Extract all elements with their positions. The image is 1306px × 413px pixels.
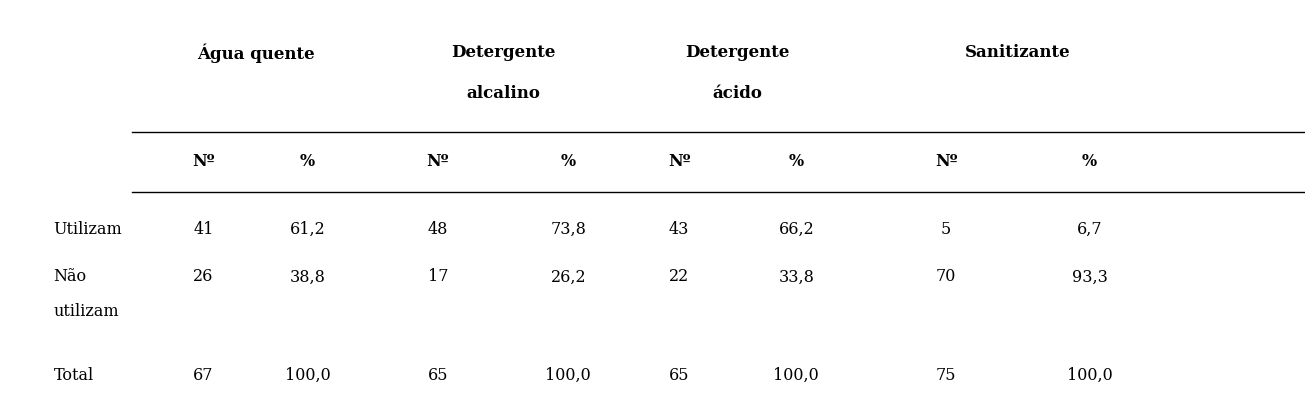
Text: 26: 26 xyxy=(193,268,214,285)
Text: Detergente: Detergente xyxy=(686,44,790,61)
Text: 6,7: 6,7 xyxy=(1076,221,1102,237)
Text: Nº: Nº xyxy=(935,153,957,170)
Text: %: % xyxy=(560,153,576,170)
Text: ácido: ácido xyxy=(713,85,763,102)
Text: 70: 70 xyxy=(936,268,956,285)
Text: Detergente: Detergente xyxy=(451,44,555,61)
Text: 33,8: 33,8 xyxy=(778,268,815,285)
Text: 61,2: 61,2 xyxy=(290,221,325,237)
Text: Sanitizante: Sanitizante xyxy=(965,44,1071,61)
Text: Total: Total xyxy=(54,366,94,383)
Text: 93,3: 93,3 xyxy=(1072,268,1107,285)
Text: 38,8: 38,8 xyxy=(290,268,325,285)
Text: Nº: Nº xyxy=(667,153,691,170)
Text: 22: 22 xyxy=(669,268,690,285)
Text: 73,8: 73,8 xyxy=(550,221,586,237)
Text: 41: 41 xyxy=(193,221,214,237)
Text: Não: Não xyxy=(54,268,86,285)
Text: 100,0: 100,0 xyxy=(285,366,330,383)
Text: alcalino: alcalino xyxy=(466,85,541,102)
Text: Nº: Nº xyxy=(427,153,449,170)
Text: 100,0: 100,0 xyxy=(546,366,592,383)
Text: %: % xyxy=(1081,153,1097,170)
Text: %: % xyxy=(300,153,315,170)
Text: 67: 67 xyxy=(193,366,214,383)
Text: Utilizam: Utilizam xyxy=(54,221,123,237)
Text: 65: 65 xyxy=(428,366,448,383)
Text: 17: 17 xyxy=(428,268,448,285)
Text: 66,2: 66,2 xyxy=(778,221,814,237)
Text: 48: 48 xyxy=(428,221,448,237)
Text: 65: 65 xyxy=(669,366,690,383)
Text: 100,0: 100,0 xyxy=(773,366,819,383)
Text: utilizam: utilizam xyxy=(54,303,119,320)
Text: 43: 43 xyxy=(669,221,690,237)
Text: Nº: Nº xyxy=(192,153,214,170)
Text: 5: 5 xyxy=(942,221,951,237)
Text: %: % xyxy=(789,153,804,170)
Text: 26,2: 26,2 xyxy=(550,268,586,285)
Text: 75: 75 xyxy=(936,366,956,383)
Text: Água quente: Água quente xyxy=(197,43,315,62)
Text: 100,0: 100,0 xyxy=(1067,366,1113,383)
